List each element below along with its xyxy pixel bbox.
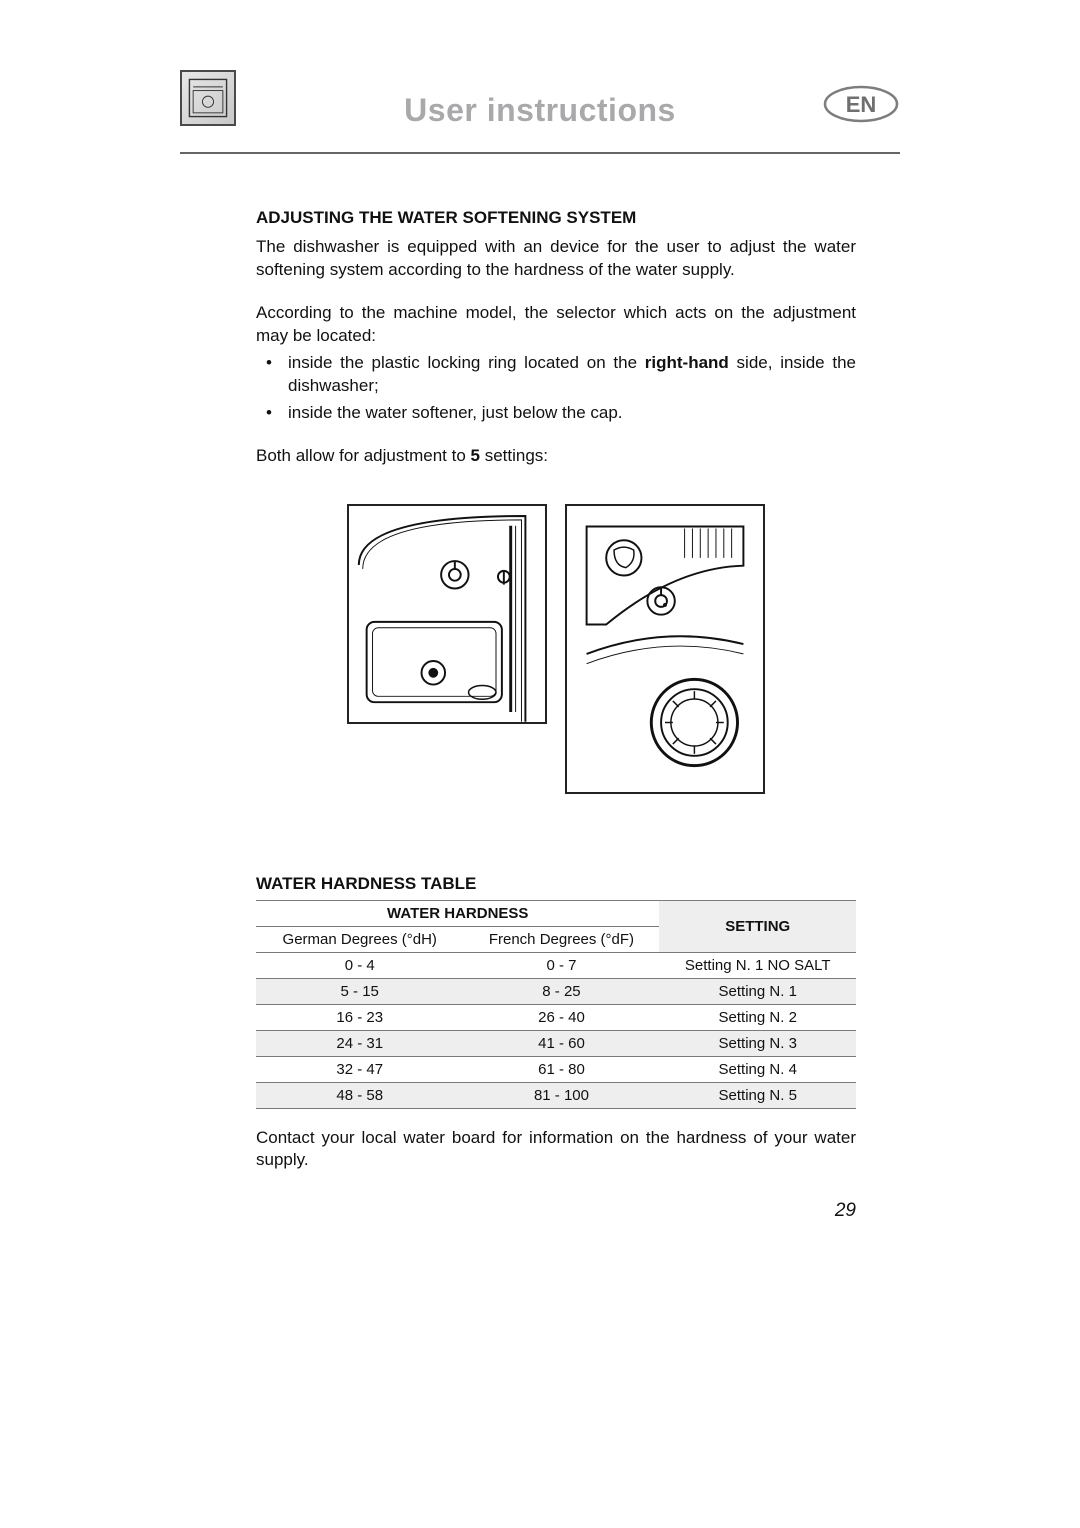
table-row: 16 - 23 26 - 40 Setting N. 2 [256, 1004, 856, 1030]
diagram-row [256, 504, 856, 794]
table-col-german: German Degrees (°dH) [256, 926, 463, 952]
locking-ring-diagram [347, 504, 547, 724]
table-caption: WATER HARDNESS TABLE [256, 874, 856, 894]
header-title: User instructions [404, 92, 676, 129]
table-row: 0 - 4 0 - 7 Setting N. 1 NO SALT [256, 952, 856, 978]
page-header: User instructions EN [180, 84, 900, 144]
location-list: inside the plastic locking ring located … [256, 352, 856, 425]
intro-paragraph: The dishwasher is equipped with an devic… [256, 236, 856, 282]
header-divider [180, 152, 900, 154]
table-row: 32 - 47 61 - 80 Setting N. 4 [256, 1056, 856, 1082]
section-heading: ADJUSTING THE WATER SOFTENING SYSTEM [256, 208, 856, 228]
settings-line: Both allow for adjustment to 5 settings: [256, 445, 856, 468]
table-row: 24 - 31 41 - 60 Setting N. 3 [256, 1030, 856, 1056]
table-row: 48 - 58 81 - 100 Setting N. 5 [256, 1082, 856, 1108]
table-col-setting: SETTING [659, 900, 856, 952]
document-page: User instructions EN ADJUSTING THE WATER… [0, 0, 1080, 1528]
selector-leadin: According to the machine model, the sele… [256, 302, 856, 348]
language-badge-text: EN [846, 92, 877, 117]
table-col-french: French Degrees (°dF) [463, 926, 659, 952]
table-body: 0 - 4 0 - 7 Setting N. 1 NO SALT 5 - 15 … [256, 952, 856, 1108]
water-hardness-table: WATER HARDNESS SETTING German Degrees (°… [256, 900, 856, 1109]
list-item: inside the water softener, just below th… [256, 402, 856, 425]
content-column: ADJUSTING THE WATER SOFTENING SYSTEM The… [256, 208, 856, 1222]
table-row: 5 - 15 8 - 25 Setting N. 1 [256, 978, 856, 1004]
list-item: inside the plastic locking ring located … [256, 352, 856, 398]
softener-cap-diagram [565, 504, 765, 794]
table-group-header: WATER HARDNESS [256, 900, 659, 926]
page-number: 29 [256, 1200, 856, 1222]
table-footer-note: Contact your local water board for infor… [256, 1127, 856, 1173]
language-badge: EN [822, 84, 900, 124]
